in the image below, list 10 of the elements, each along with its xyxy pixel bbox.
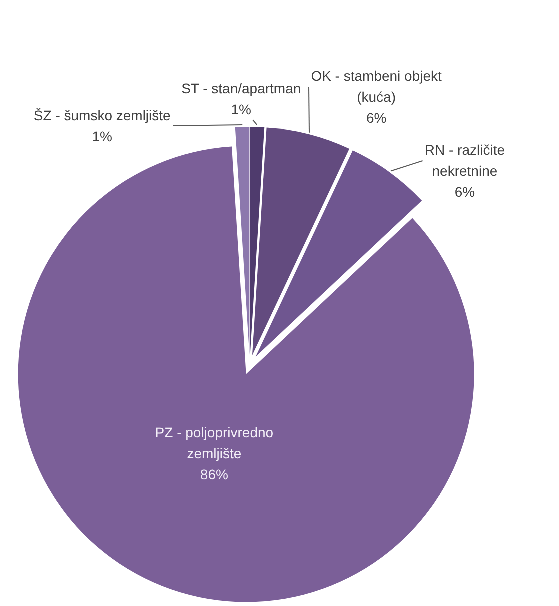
slice-label: PZ - poljoprivredno zemljište (155, 424, 274, 462)
data-label: 6% (454, 184, 476, 200)
data-label: 1% (92, 128, 112, 144)
data-label: 1% (231, 101, 252, 118)
slice-label: RN - različite nekretnine (424, 142, 506, 179)
data-label: 86% (200, 466, 228, 483)
slice-label: OK - stambeni objekt (kuća) (311, 68, 442, 106)
slice-label: ST - stan/apartman (182, 80, 302, 96)
data-label: 6% (366, 110, 387, 126)
slice-label: ŠZ - šumsko zemljište (34, 107, 172, 124)
